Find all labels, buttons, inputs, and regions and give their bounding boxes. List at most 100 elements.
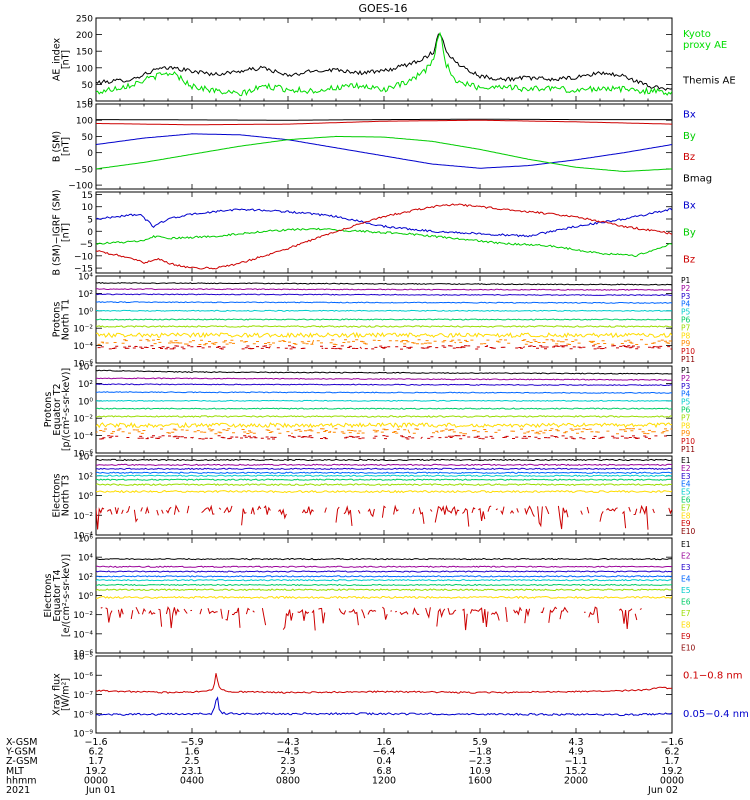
y-tick-label: −15 — [74, 265, 93, 275]
y-tick-label: 10⁻⁹ — [73, 730, 93, 740]
series-line-e_equator-e4 — [96, 575, 672, 578]
series-line-bsm-bmag — [96, 118, 672, 121]
series-line-p_equator-p6 — [96, 407, 672, 410]
series-line-e_north-e6 — [96, 478, 672, 481]
series-line-p_north-p4 — [96, 301, 672, 304]
footer-cell: 10.9 — [469, 766, 490, 777]
footer-cell: 2.5 — [184, 756, 199, 767]
legend-label: P6 — [681, 406, 691, 415]
series-line-e_north-e9 — [96, 504, 672, 530]
footer-cell: −4.3 — [276, 737, 299, 748]
series-line-e_north-e4 — [96, 471, 672, 474]
footer-cell: Jun 02 — [647, 785, 678, 796]
legend-label: E1 — [681, 456, 691, 465]
legend-label: P7 — [681, 323, 691, 332]
y-tick-label: −10 — [74, 252, 93, 262]
legend-label: P8 — [681, 421, 691, 430]
footer-cell: 6.2 — [88, 747, 103, 758]
series-line-e_equator-e3 — [96, 570, 672, 573]
legend-label: P2 — [681, 374, 691, 383]
y-tick-label: 10⁻⁶ — [73, 650, 93, 660]
series-line-e_equator-e5 — [96, 579, 672, 582]
y-tick-label: 10⁴ — [78, 363, 93, 373]
y-axis-label: Electrons — [43, 573, 54, 617]
panel-bigrf: −15 −10 −5 0 5 10 15 B (SM)−IGRF (SM)[nT] Bx By Bz — [52, 189, 696, 275]
panel-e_equator: 10⁻⁶ 10⁻⁴ 10⁻² 10⁰ 10² 10⁴ 10⁶ ElectronsEquator… — [43, 535, 696, 660]
footer-cell: −2.3 — [468, 756, 491, 767]
series-line-e_equator-e1 — [96, 557, 672, 561]
y-tick-label: 10⁻² — [73, 325, 93, 335]
series-line-p_north-p7 — [96, 325, 672, 328]
footer-cell: 1.7 — [664, 756, 679, 767]
footer-cell: 2000 — [564, 775, 588, 786]
orbit-footer: X-GSMY-GSMZ-GSMMLThhmm2021−1.66.21.719.2… — [5, 737, 684, 796]
series-line-p_equator-p4 — [96, 391, 672, 394]
footer-cell: 19.2 — [661, 766, 682, 777]
series-line-p_north-p10 — [97, 345, 672, 350]
footer-cell: 15.2 — [565, 766, 586, 777]
y-tick-label: 10⁻⁵ — [73, 653, 93, 663]
series-line-p_north-p8 — [96, 331, 672, 339]
series-line-e_north-e5 — [96, 474, 672, 477]
y-axis-label: [nT] — [61, 50, 72, 69]
legend-label: E7 — [681, 503, 691, 512]
y-tick-label: 10⁻⁶ — [73, 360, 93, 370]
y-axis-label: [nT] — [61, 137, 72, 156]
legend-label: E8 — [681, 620, 691, 629]
y-tick-label: 10⁻² — [73, 611, 93, 621]
series-line-ae-kyoto-proxy-ae — [96, 31, 672, 97]
y-axis-label: Xray flux — [52, 673, 63, 716]
y-axis-label: B (SM)−IGRF (SM) — [52, 189, 63, 275]
y-tick-label: 15 — [82, 191, 93, 201]
footer-cell: 0000 — [660, 775, 684, 786]
legend-label: E9 — [681, 632, 691, 641]
legend-label: E5 — [681, 488, 691, 497]
legend-label: P5 — [681, 308, 691, 317]
footer-row-label: hhmm — [6, 775, 37, 786]
y-tick-label: 10⁻² — [73, 415, 93, 425]
footer-cell: 1600 — [468, 775, 492, 786]
footer-cell: Jun 01 — [85, 785, 116, 796]
legend-label: P4 — [681, 390, 691, 399]
y-tick-label: 10⁴ — [78, 453, 93, 463]
legend-label: 0.1−0.8 nm — [683, 670, 742, 681]
footer-cell: 0000 — [84, 775, 108, 786]
y-axis-label: Equator T2 — [52, 383, 63, 435]
y-tick-label: 10² — [78, 472, 93, 482]
footer-cell: −5.9 — [180, 737, 203, 748]
panel-frame — [95, 455, 673, 536]
y-axis-label: North T3 — [61, 475, 72, 516]
legend-label: Themis AE — [682, 75, 736, 86]
series-line-p_equator-p2 — [96, 377, 672, 381]
legend-label: Kyoto — [683, 29, 711, 40]
legend-label: P1 — [681, 366, 691, 375]
legend-label: By — [683, 228, 696, 239]
y-tick-label: 10⁻⁶ — [73, 672, 93, 682]
legend-label: Bx — [683, 201, 696, 212]
series-line-bigrf-by — [96, 227, 672, 258]
series-line-p_north-p1 — [96, 281, 672, 286]
legend-label: P10 — [681, 347, 695, 356]
footer-cell: 6.2 — [664, 747, 679, 758]
y-tick-label: 5 — [87, 216, 93, 226]
legend-label: E9 — [681, 519, 691, 528]
series-line-e_north-e3 — [96, 467, 672, 471]
y-tick-label: 10⁻⁸ — [73, 710, 93, 720]
legend-label: P3 — [681, 292, 691, 301]
footer-cell: −6.4 — [372, 747, 395, 758]
footer-cell: 19.2 — [85, 766, 106, 777]
y-axis-label: [W/m²] — [61, 678, 72, 711]
y-tick-label: −100 — [68, 182, 93, 192]
y-axis-label: [nT] — [61, 223, 72, 242]
series-line-bsm-by — [96, 135, 672, 173]
footer-cell: −1.6 — [660, 737, 683, 748]
panel-bsm: −100 −50 0 50 100 150 B (SM)[nT] Bx By Bz Bmag — [52, 101, 713, 192]
series-line-ae-themis-ae — [96, 33, 672, 91]
legend-label: E2 — [681, 551, 691, 560]
legend-label: P9 — [681, 429, 691, 438]
legend-label: E1 — [681, 540, 691, 549]
y-tick-label: 10⁴ — [78, 273, 93, 283]
